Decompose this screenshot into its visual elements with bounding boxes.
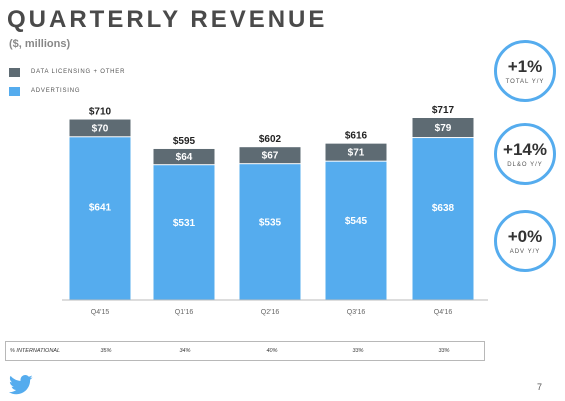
data-label-data-licensing: $79 xyxy=(435,123,452,134)
data-label-total: $616 xyxy=(345,131,368,142)
international-value: 40% xyxy=(266,348,278,354)
x-tick-label: Q3'16 xyxy=(347,309,366,316)
bar-advertising xyxy=(153,165,215,300)
bar-data-licensing xyxy=(325,143,387,161)
kpi-dlo-yy: +14% DL&O Y/Y xyxy=(494,123,556,185)
legend-label-advertising: ADVERTISING xyxy=(31,88,81,94)
kpi-adv-label: ADV Y/Y xyxy=(509,248,541,255)
x-tick-label: Q4'16 xyxy=(434,309,453,316)
kpi-dlo-value: +14% xyxy=(503,139,547,159)
international-value: 34% xyxy=(179,348,191,354)
bar-advertising xyxy=(69,137,131,300)
chart-legend: DATA LICENSING + OTHER ADVERTISING xyxy=(9,66,125,104)
kpi-total-yy: +1% TOTAL Y/Y xyxy=(494,40,556,102)
kpi-total-label: TOTAL Y/Y xyxy=(505,78,545,85)
data-label-total: $710 xyxy=(89,107,112,118)
international-value: 33% xyxy=(438,348,450,354)
x-tick-label: Q1'16 xyxy=(175,309,194,316)
data-label-total: $602 xyxy=(259,134,282,145)
page-number: 7 xyxy=(537,382,543,392)
data-label-advertising: $535 xyxy=(259,217,282,228)
data-label-advertising: $638 xyxy=(432,203,455,214)
data-label-data-licensing: $71 xyxy=(348,148,365,159)
data-label-total: $595 xyxy=(173,136,196,147)
x-tick-label: Q4'15 xyxy=(91,309,110,316)
international-label: % INTERNATIONAL xyxy=(10,348,61,354)
legend-item-data-licensing: DATA LICENSING + OTHER xyxy=(9,66,125,78)
bar-data-licensing xyxy=(412,118,474,138)
bar-advertising xyxy=(239,164,301,300)
legend-swatch-advertising xyxy=(9,86,20,96)
legend-item-advertising: ADVERTISING xyxy=(9,85,125,97)
kpi-adv-yy: +0% ADV Y/Y xyxy=(494,210,556,272)
legend-swatch-data-licensing xyxy=(9,67,20,77)
international-table: % INTERNATIONAL 35% 34% 40% 33% 33% xyxy=(5,341,485,361)
page-title: QUARTERLY REVENUE xyxy=(7,6,328,33)
data-label-advertising: $545 xyxy=(345,216,368,227)
data-label-total: $717 xyxy=(432,105,455,116)
data-label-advertising: $531 xyxy=(173,218,196,229)
legend-label-data-licensing: DATA LICENSING + OTHER xyxy=(31,69,126,75)
bar-data-licensing xyxy=(69,119,131,137)
kpi-adv-value: +0% xyxy=(507,226,543,246)
data-label-advertising: $641 xyxy=(89,203,112,214)
twitter-bird-logo-icon xyxy=(9,375,33,395)
x-tick-label: Q2'16 xyxy=(261,309,280,316)
bar-data-licensing xyxy=(239,147,301,164)
bar-data-licensing xyxy=(153,148,215,165)
data-label-data-licensing: $70 xyxy=(92,123,109,134)
international-value: 35% xyxy=(100,348,112,354)
international-value: 33% xyxy=(352,348,364,354)
bar-advertising xyxy=(325,161,387,300)
bar-advertising xyxy=(412,138,474,300)
data-label-data-licensing: $64 xyxy=(176,152,193,163)
kpi-total-value: +1% xyxy=(507,56,543,76)
page-subtitle: ($, millions) xyxy=(9,38,71,50)
kpi-dlo-label: DL&O Y/Y xyxy=(507,161,543,168)
data-label-data-licensing: $67 xyxy=(262,151,279,162)
